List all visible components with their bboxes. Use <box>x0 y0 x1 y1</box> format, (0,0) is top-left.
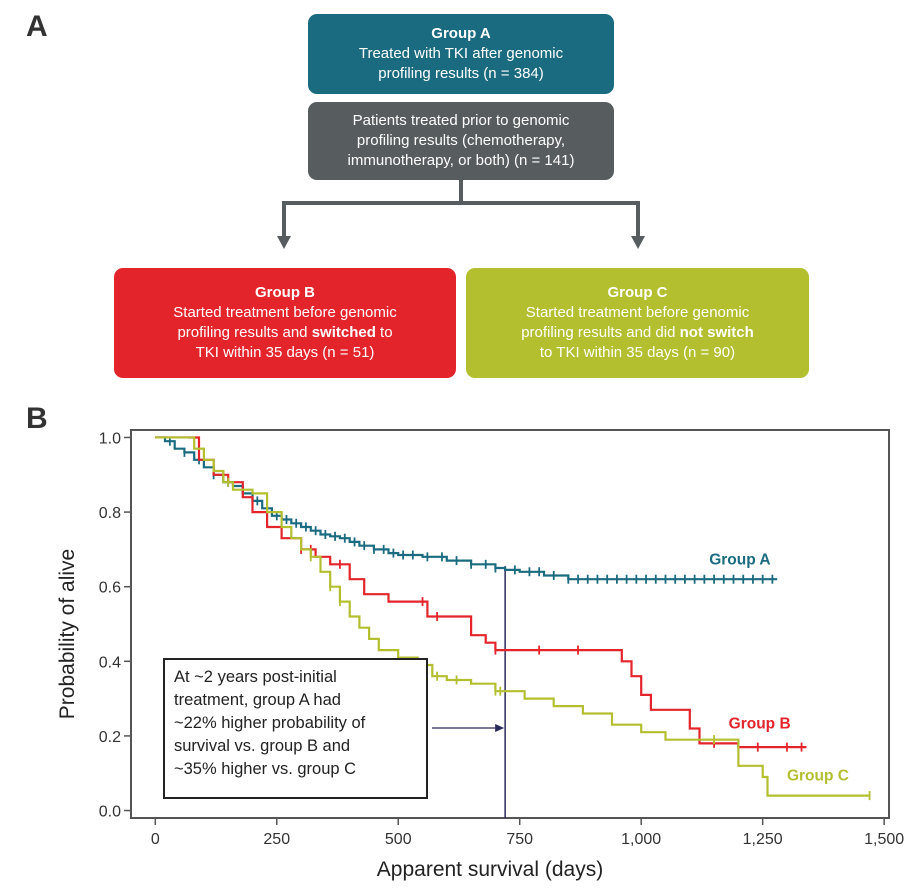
group-a-title: Group A <box>431 25 491 42</box>
arrow-down-icon <box>277 236 291 249</box>
panel-b-label: B <box>26 402 48 435</box>
series-line-group-a <box>155 436 778 581</box>
series-label: Group A <box>709 551 770 568</box>
series-line-group-c <box>155 436 870 797</box>
y-axis-label: Probability of alive <box>56 549 79 719</box>
y-tick-label: 0.8 <box>99 505 121 522</box>
annotation-line-4: survival vs. group B and <box>174 737 351 755</box>
x-tick-label: 0 <box>151 831 160 848</box>
group-b-line-1: Started treatment before genomic <box>173 304 397 321</box>
group-b-title: Group B <box>255 284 315 301</box>
y-tick-label: 0.2 <box>99 729 121 746</box>
y-tick-label: 0.4 <box>99 654 121 671</box>
x-tick-label: 750 <box>506 831 533 848</box>
group-c-title: Group C <box>607 284 668 301</box>
prior-line-1: Patients treated prior to genomic <box>352 112 570 129</box>
group-c-line-3: to TKI within 35 days (n = 90) <box>539 344 736 361</box>
annotation-line-1: At ~2 years post-initial <box>174 668 337 686</box>
series-line-group-b <box>155 436 807 749</box>
group-b-line-2-post: to <box>375 324 393 341</box>
flow-connectors <box>277 180 645 249</box>
arrow-right-icon <box>495 724 505 732</box>
series-label: Group C <box>787 768 849 785</box>
group-b-line-2: profiling results and switched to <box>177 323 392 343</box>
group-a-line-1: Treated with TKI after genomic <box>358 45 564 62</box>
x-tick-label: 1,500 <box>864 831 904 848</box>
survival-chart: 0 250 500 750 1,000 1,250 1,500 0.0 0.2 0.4 0.6 0.8… <box>56 429 904 881</box>
x-tick-label: 500 <box>385 831 412 848</box>
group-b-line-3: TKI within 35 days (n = 51) <box>195 344 375 361</box>
y-tick-label: 0.6 <box>99 580 121 597</box>
plot-frame <box>130 429 890 819</box>
x-tick-label: 1,000 <box>621 831 661 848</box>
group-c-line-2: profiling results and did not switch <box>521 323 754 343</box>
prior-line-2: profiling results (chemotherapy, <box>356 132 566 149</box>
group-c-box: Group C Started treatment before genomic… <box>466 268 809 378</box>
group-c-line-1: Started treatment before genomic <box>525 304 750 321</box>
annotation-box: At ~2 years post-initial treatment, grou… <box>163 658 428 799</box>
panel-a-label: A <box>26 10 48 43</box>
group-c-line-2-pre: profiling results and did <box>521 324 680 341</box>
y-tick-label: 0.0 <box>99 804 121 821</box>
prior-treatment-box: Patients treated prior to genomic profil… <box>308 102 614 180</box>
group-b-box: Group B Started treatment before genomic… <box>114 268 456 378</box>
annotation-line-3: ~22% higher probability of <box>174 714 366 732</box>
annotation-line-5: ~35% higher vs. group C <box>174 760 357 778</box>
group-a-line-2: profiling results (n = 384) <box>378 65 544 82</box>
group-b-line-2-pre: profiling results and <box>177 324 312 341</box>
x-tick-label: 1,250 <box>743 831 783 848</box>
x-tick-label: 250 <box>263 831 290 848</box>
group-c-not-switch-emphasis: not switch <box>679 324 754 341</box>
series-label: Group B <box>729 715 791 732</box>
group-a-box: Group A Treated with TKI after genomic p… <box>308 14 614 94</box>
arrow-down-icon <box>631 236 645 249</box>
annotation-line-2: treatment, group A had <box>174 691 341 709</box>
x-axis-label: Apparent survival (days) <box>377 858 603 881</box>
prior-line-3: immunotherapy, or both) (n = 141) <box>347 152 575 169</box>
group-b-switched-emphasis: switched <box>311 324 376 341</box>
y-tick-label: 1.0 <box>99 430 121 447</box>
